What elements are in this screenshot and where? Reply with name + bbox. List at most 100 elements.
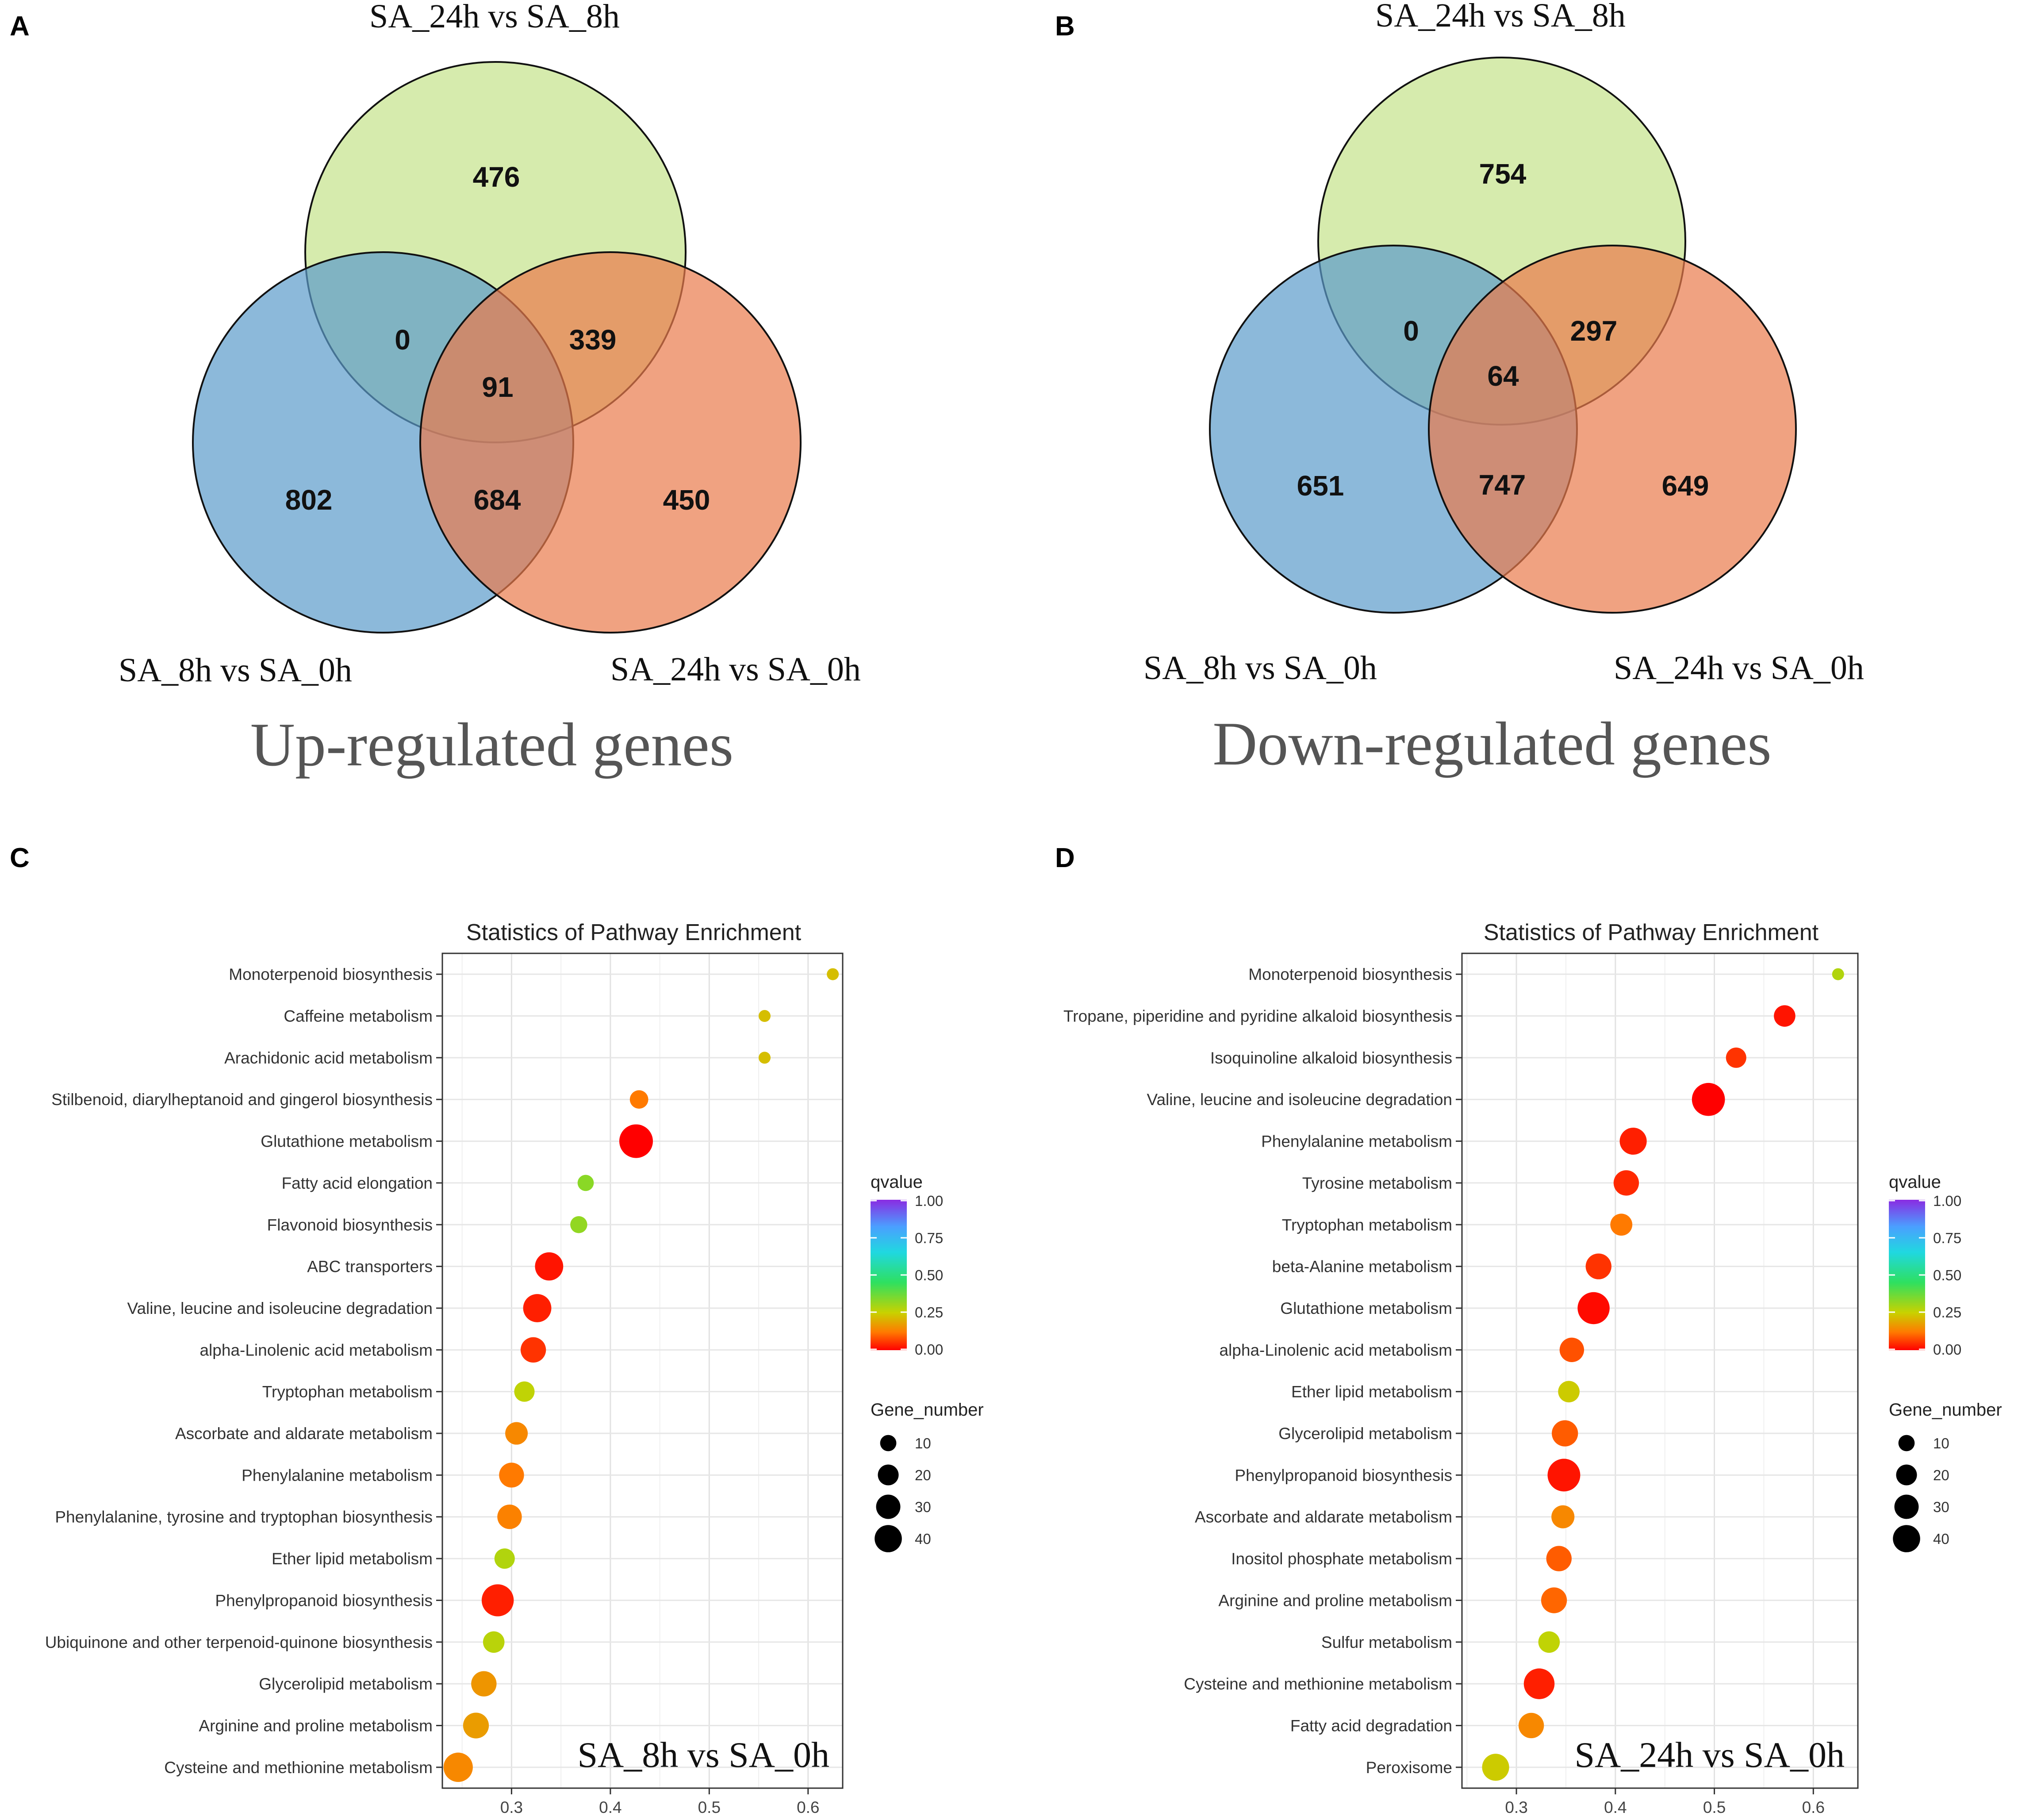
- ytick-label: Phenylalanine metabolism: [1261, 1133, 1452, 1151]
- venn-a-top-left: 0: [395, 324, 411, 356]
- data-point: [1726, 1047, 1746, 1068]
- ytick-label: Tryptophan metabolism: [262, 1383, 433, 1401]
- data-point: [1547, 1459, 1581, 1492]
- plot-area: [1462, 953, 1858, 1788]
- ytick-label: Caffeine metabolism: [284, 1007, 433, 1025]
- panel-a: A 476 0 339 91 802 684 450 SA_24h vs SA_…: [10, 0, 861, 779]
- ytick-label: Glycerolipid metabolism: [259, 1675, 433, 1693]
- data-point: [1558, 1381, 1580, 1402]
- data-point: [577, 1175, 594, 1191]
- data-point: [1538, 1631, 1560, 1653]
- panel-letter-d: D: [1055, 843, 1075, 873]
- xtick-label: 0.5: [1703, 1798, 1726, 1816]
- size-legend-dot: [1896, 1464, 1917, 1486]
- venn-a-circle-right: [419, 251, 802, 634]
- venn-a-label-top: SA_24h vs SA_8h: [369, 0, 620, 35]
- data-point: [443, 1752, 473, 1782]
- colorbar-tick-label: 0.00: [915, 1341, 943, 1358]
- ytick-label: Fatty acid degradation: [1290, 1716, 1452, 1735]
- data-point: [483, 1631, 505, 1653]
- qvalue-legend-title: qvalue: [1889, 1172, 1941, 1192]
- ytick-label: Ether lipid metabolism: [1291, 1383, 1452, 1401]
- ytick-label: Phenylalanine metabolism: [242, 1466, 433, 1484]
- ytick-label: Arginine and proline metabolism: [199, 1716, 433, 1735]
- data-point: [1774, 1005, 1795, 1027]
- ytick-label: Valine, leucine and isoleucine degradati…: [127, 1299, 433, 1317]
- size-legend-dot: [878, 1464, 899, 1486]
- venn-a-label-left: SA_8h vs SA_0h: [119, 652, 352, 689]
- ytick-label: Inositol phosphate metabolism: [1231, 1550, 1452, 1568]
- size-legend-label: 10: [1933, 1435, 1949, 1451]
- panel-letter-a: A: [10, 11, 30, 42]
- size-legend-dot: [1893, 1525, 1920, 1552]
- venn-a-left-only: 802: [285, 484, 333, 516]
- ytick-label: Phenylpropanoid biosynthesis: [215, 1591, 433, 1609]
- ytick-label: Glycerolipid metabolism: [1278, 1425, 1452, 1443]
- colorbar-tick-label: 0.50: [915, 1267, 943, 1283]
- data-point: [1613, 1170, 1639, 1196]
- panel-b: B 754 0 297 64 651 747 649 SA_24h vs SA_…: [1055, 0, 1864, 778]
- chart-title: Statistics of Pathway Enrichment: [466, 920, 802, 945]
- pathway-chart-c: Monoterpenoid biosynthesis Caffeine metab…: [45, 920, 984, 1816]
- ytick-label: Tropane, piperidine and pyridine alkaloi…: [1063, 1007, 1452, 1025]
- ytick-label: Monoterpenoid biosynthesis: [229, 965, 433, 983]
- data-point: [619, 1124, 653, 1158]
- ytick-label: Flavonoid biosynthesis: [267, 1216, 433, 1234]
- size-legend-label: 40: [915, 1531, 931, 1547]
- ytick-label: Phenylalanine, tyrosine and tryptophan b…: [55, 1508, 433, 1526]
- size-legend-dot: [875, 1525, 902, 1552]
- data-point: [1551, 1505, 1575, 1528]
- data-point: [1523, 1668, 1555, 1699]
- data-point: [497, 1505, 522, 1529]
- ytick-label: Ascorbate and aldarate metabolism: [1195, 1508, 1452, 1526]
- size-legend-dot: [880, 1435, 897, 1451]
- size-legend-label: 40: [1933, 1531, 1949, 1547]
- venn-b-label-right: SA_24h vs SA_0h: [1614, 649, 1864, 687]
- data-point: [570, 1216, 587, 1233]
- data-point: [494, 1548, 515, 1569]
- colorbar-tick-label: 0.75: [915, 1230, 943, 1246]
- ytick-label: Ascorbate and aldarate metabolism: [175, 1425, 433, 1443]
- data-point: [1541, 1587, 1567, 1613]
- ytick-label: Sulfur metabolism: [1321, 1633, 1452, 1651]
- data-point: [1585, 1253, 1611, 1279]
- ytick-label: Fatty acid elongation: [282, 1174, 433, 1192]
- xtick-label: 0.4: [1604, 1798, 1627, 1816]
- ytick-label: Ether lipid metabolism: [272, 1550, 433, 1568]
- xtick-label: 0.6: [797, 1798, 819, 1816]
- ytick-label: Stilbenoid, diarylheptanoid and gingerol…: [51, 1090, 433, 1109]
- ytick-label: Tryptophan metabolism: [1282, 1216, 1452, 1234]
- ytick-label: Arginine and proline metabolism: [1218, 1591, 1452, 1609]
- data-point: [1546, 1546, 1572, 1571]
- size-legend-label: 10: [915, 1435, 931, 1451]
- plot-border: [1461, 952, 1859, 1789]
- ytick-label: Cysteine and methionine metabolism: [1184, 1675, 1452, 1693]
- ytick-label: Monoterpenoid biosynthesis: [1248, 965, 1452, 983]
- colorbar-tick-label: 1.00: [1933, 1193, 1961, 1209]
- colorbar-tick-label: 1.00: [915, 1193, 943, 1209]
- size-legend-dot: [876, 1494, 901, 1519]
- venn-a-all: 91: [482, 371, 513, 403]
- venn-b-top-right: 297: [1570, 315, 1618, 347]
- data-point: [523, 1294, 552, 1322]
- panel-letter-c: C: [10, 843, 30, 873]
- venn-b-title: Down-regulated genes: [1212, 710, 1771, 778]
- data-point: [758, 1010, 771, 1022]
- ytick-label: Glutathione metabolism: [1280, 1299, 1452, 1317]
- data-point: [1482, 1754, 1509, 1781]
- xtick-label: 0.4: [599, 1798, 622, 1816]
- venn-b-left-only: 651: [1297, 470, 1344, 502]
- ytick-label: Tyrosine metabolism: [1302, 1174, 1452, 1192]
- panel-c: C Monoterpenoid biosynthesis Caffeine met…: [10, 843, 984, 1816]
- ytick-label: Phenylpropanoid biosynthesis: [1235, 1466, 1452, 1484]
- venn-b-top-only: 754: [1479, 158, 1527, 190]
- venn-a-left-right: 684: [474, 484, 521, 516]
- colorbar-tick-label: 0.25: [915, 1304, 943, 1321]
- ytick-label: Ubiquinone and other terpenoid-quinone b…: [45, 1633, 433, 1651]
- data-point: [514, 1381, 535, 1402]
- ytick-label: ABC transporters: [307, 1258, 433, 1276]
- colorbar-tick-label: 0.50: [1933, 1267, 1961, 1283]
- venn-a-top-right: 339: [569, 324, 617, 356]
- gene-number-legend-title: Gene_number: [1889, 1400, 2002, 1420]
- pathway-chart-d: Monoterpenoid biosynthesis Tropane, piper…: [1063, 920, 2002, 1816]
